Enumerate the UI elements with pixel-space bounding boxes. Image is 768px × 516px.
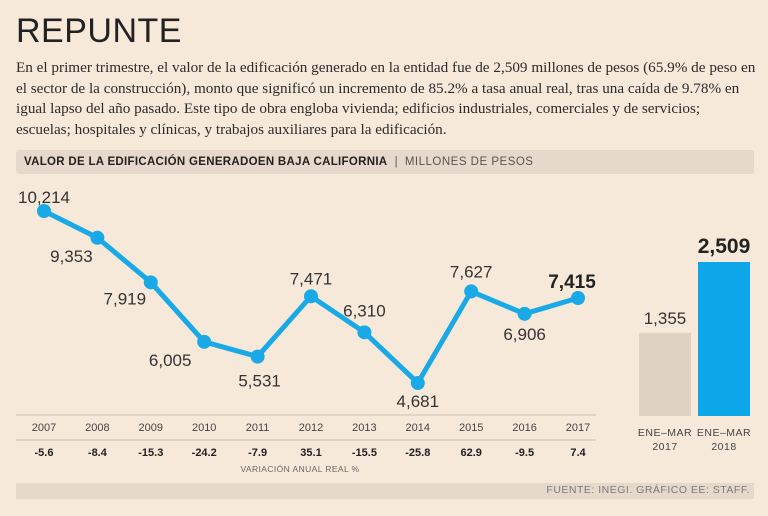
data-point-2017 (571, 291, 585, 306)
data-label-2013: 6,310 (343, 301, 386, 320)
year-tick-2010: 2010 (192, 422, 216, 434)
bar-category-2017-period: ENE–MAR (638, 427, 692, 439)
year-tick-2015: 2015 (459, 422, 483, 434)
bar-2017 (639, 332, 691, 416)
variation-2012: 35.1 (300, 447, 321, 459)
variation-2007: -5.6 (35, 447, 54, 459)
data-label-2009: 7,919 (104, 289, 147, 308)
data-point-2010 (197, 334, 212, 349)
year-tick-2011: 2011 (246, 422, 270, 434)
year-tick-2012: 2012 (299, 422, 323, 434)
source-note: FUENTE: INEGI. GRÁFICO EE: STAFF. (546, 484, 750, 496)
data-point-2007 (37, 204, 51, 218)
year-tick-2016: 2016 (512, 422, 536, 434)
data-point-2012 (304, 289, 318, 304)
data-point-2016 (517, 306, 532, 321)
line-chart: 10,214 2007 -5.6 9,353 2008 -8.4 7,919 2009 -15.… (16, 188, 596, 474)
data-label-2012: 7,471 (290, 269, 333, 288)
data-label-2016: 6,906 (503, 325, 546, 344)
variation-2013: -15.5 (352, 447, 377, 459)
chart-unit: MILLONES DE PESOS (404, 156, 534, 168)
variation-2008: -8.4 (88, 447, 108, 459)
data-label-2007: 10,214 (18, 188, 70, 207)
variation-2009: -15.3 (138, 447, 163, 459)
data-label-2017: 7,415 (548, 272, 596, 293)
chart-header-separator: | (394, 156, 398, 168)
data-label-2015: 7,627 (450, 262, 493, 281)
page-title: REPUNTE (16, 12, 182, 50)
data-point-2014 (410, 376, 425, 390)
bar-label-2018: 2,509 (698, 235, 751, 258)
data-point-2009 (143, 275, 158, 290)
variation-2016: -9.5 (515, 447, 534, 459)
chart-title: VALOR DE LA EDIFICACIÓN GENERADOEN BAJA … (24, 156, 388, 168)
bar-category-2018-year: 2018 (711, 441, 736, 453)
variation-2017: 7.4 (570, 447, 586, 459)
data-point-2015 (464, 284, 479, 299)
bar-chart: 1,355 ENE–MAR 2017 2,509 ENE–MAR 2018 (638, 235, 751, 453)
variation-2010: -24.2 (192, 447, 217, 459)
variation-2011: -7.9 (248, 447, 267, 459)
variation-2014: -25.8 (405, 447, 430, 459)
footer-bar (16, 483, 754, 499)
chart-header: VALOR DE LA EDIFICACIÓN GENERADOEN BAJA … (16, 150, 754, 174)
bar-category-2018-period: ENE–MAR (697, 427, 751, 439)
year-tick-2013: 2013 (352, 422, 376, 434)
year-tick-2014: 2014 (406, 422, 430, 434)
variation-axis-label: VARIACIÓN ANUAL REAL % (240, 464, 359, 474)
data-point-2013 (357, 325, 372, 340)
data-point-2011 (250, 349, 265, 364)
bar-label-2017: 1,355 (644, 309, 687, 328)
data-label-2014: 4,681 (397, 392, 440, 411)
data-label-2011: 5,531 (238, 372, 281, 391)
bar-category-2017-year: 2017 (652, 441, 677, 453)
bar-2018 (698, 262, 750, 416)
intro-paragraph: En el primer trimestre, el valor de la e… (16, 59, 756, 138)
year-tick-2009: 2009 (139, 422, 163, 434)
year-tick-2008: 2008 (85, 422, 109, 434)
data-point-2008 (90, 230, 105, 245)
data-label-2008: 9,353 (50, 247, 93, 266)
variation-2015: 62.9 (460, 447, 481, 459)
year-tick-2007: 2007 (32, 422, 56, 434)
year-tick-2017: 2017 (566, 422, 590, 434)
data-label-2010: 6,005 (149, 351, 192, 370)
